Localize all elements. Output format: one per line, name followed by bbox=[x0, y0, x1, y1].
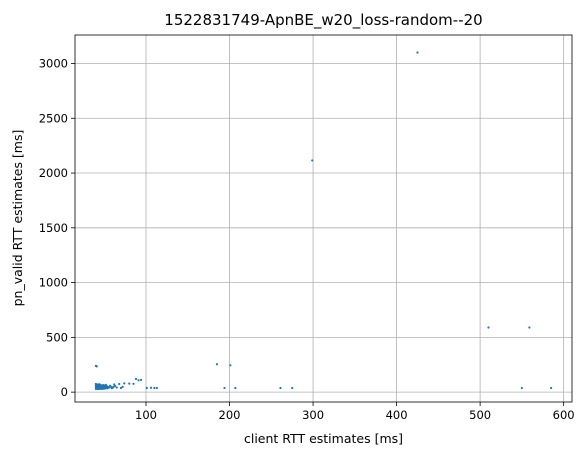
data-point bbox=[123, 382, 126, 385]
x-tick-label: 100 bbox=[135, 408, 157, 422]
data-point bbox=[112, 385, 115, 388]
data-point bbox=[110, 387, 113, 390]
chart-title: 1522831749-ApnBE_w20_loss-random--20 bbox=[164, 11, 482, 30]
x-axis-label: client RTT estimates [ms] bbox=[244, 431, 403, 446]
y-tick-label: 3000 bbox=[39, 56, 68, 70]
x-tick-label: 600 bbox=[553, 408, 575, 422]
data-point bbox=[149, 386, 153, 389]
data-point bbox=[229, 364, 232, 367]
data-point bbox=[223, 386, 226, 390]
data-point bbox=[119, 386, 123, 390]
data-point bbox=[106, 385, 109, 388]
data-point bbox=[291, 386, 294, 390]
data-point bbox=[134, 377, 138, 381]
data-point bbox=[520, 386, 523, 390]
data-point bbox=[95, 365, 98, 368]
data-point bbox=[155, 386, 158, 390]
data-point bbox=[279, 386, 282, 390]
grid bbox=[75, 35, 572, 402]
y-axis: 0 500 1000 1500 2000 2500 3000 bbox=[39, 56, 75, 399]
data-point bbox=[311, 159, 314, 162]
data-point bbox=[118, 382, 121, 386]
data-point bbox=[137, 379, 140, 382]
points-layer bbox=[94, 51, 553, 391]
data-point bbox=[108, 384, 112, 387]
y-tick-label: 1500 bbox=[39, 221, 68, 235]
data-point bbox=[487, 326, 490, 329]
x-tick-label: 200 bbox=[219, 408, 241, 422]
data-point bbox=[132, 382, 135, 385]
data-point bbox=[215, 363, 219, 366]
y-tick-label: 2000 bbox=[39, 166, 68, 180]
data-point bbox=[139, 378, 143, 381]
data-point bbox=[550, 386, 553, 390]
data-point bbox=[145, 386, 148, 390]
data-point bbox=[121, 385, 124, 388]
data-point bbox=[115, 386, 118, 389]
data-point bbox=[108, 386, 111, 389]
y-axis-label: pn_valid RTT estimates [ms] bbox=[10, 130, 25, 307]
y-tick-label: 1000 bbox=[39, 276, 68, 290]
y-tick-label: 2500 bbox=[39, 111, 68, 125]
data-point bbox=[153, 386, 156, 390]
data-point bbox=[128, 382, 131, 385]
x-axis: 100 200 300 400 500 600 bbox=[135, 402, 575, 422]
x-tick-label: 300 bbox=[302, 408, 324, 422]
data-point bbox=[234, 386, 237, 390]
x-tick-label: 500 bbox=[469, 408, 491, 422]
y-tick-label: 500 bbox=[46, 330, 68, 344]
x-tick-label: 400 bbox=[386, 408, 408, 422]
y-tick-label: 0 bbox=[61, 385, 68, 399]
data-point bbox=[528, 326, 531, 329]
data-point bbox=[416, 51, 419, 54]
data-point bbox=[113, 383, 116, 386]
data-point bbox=[113, 385, 117, 388]
data-point bbox=[106, 387, 109, 390]
plot-frame bbox=[74, 34, 573, 403]
